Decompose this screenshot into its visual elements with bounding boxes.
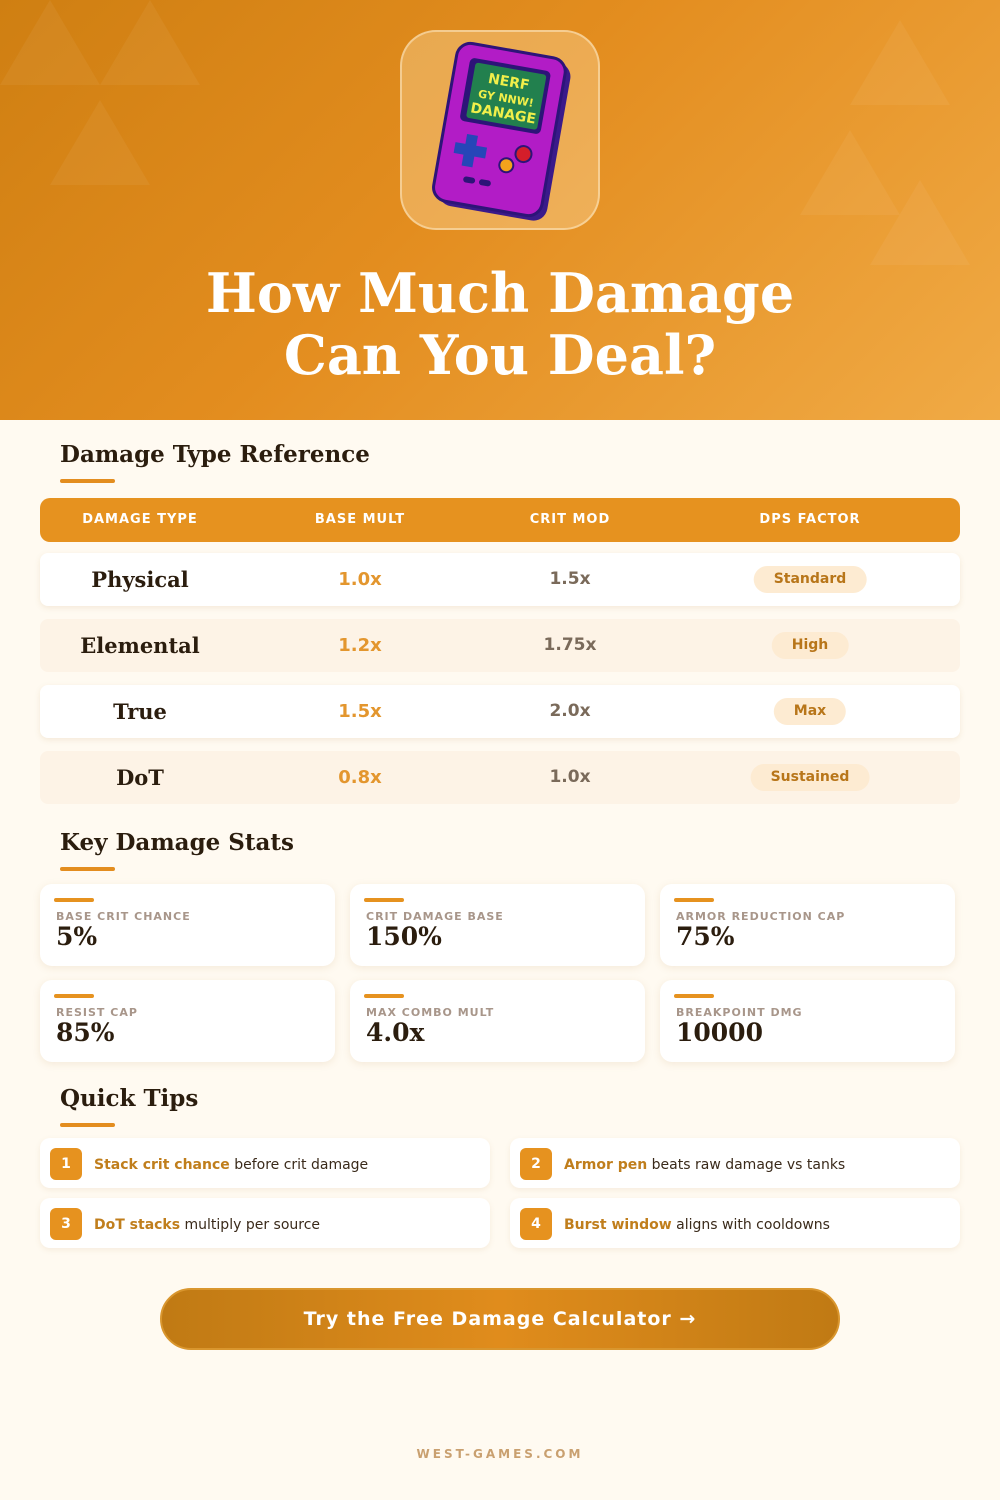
stat-label: BASE CRIT CHANCE — [56, 910, 191, 923]
crit-mod: 2.0x — [549, 701, 591, 721]
stat-label: ARMOR REDUCTION CAP — [676, 910, 846, 923]
hero-banner: NERF GY NNW! DANAGE How Much Damage Can … — [0, 0, 1000, 420]
tip-text: Burst window aligns with cooldowns — [564, 1198, 830, 1252]
column-header: BASE MULT — [314, 512, 406, 527]
page-title: How Much Damage Can You Deal? — [205, 261, 795, 387]
tip-item: 3 DoT stacks multiply per source — [40, 1198, 490, 1248]
footer-site[interactable]: WEST-GAMES.COM — [416, 1447, 584, 1461]
tip-number: 3 — [50, 1208, 82, 1240]
crit-mod: 1.5x — [549, 569, 591, 589]
stat-value: 10000 — [676, 1018, 763, 1047]
column-header: CRIT MOD — [529, 512, 611, 527]
tip-number: 1 — [50, 1148, 82, 1180]
dps-factor-badge: Max — [773, 698, 847, 725]
base-mult: 1.0x — [338, 569, 382, 590]
accent-bar — [54, 994, 94, 998]
accent-bar — [54, 898, 94, 902]
accent-bar — [364, 898, 404, 902]
tip-highlight: Burst window — [564, 1217, 672, 1233]
tip-item: 2 Armor pen beats raw damage vs tanks — [510, 1138, 960, 1188]
decor-triangle — [850, 20, 950, 105]
table-row: True 1.5x 2.0x Max — [40, 685, 960, 738]
table-row: Physical 1.0x 1.5x Standard — [40, 553, 960, 606]
tip-text: Armor pen beats raw damage vs tanks — [564, 1138, 845, 1192]
decor-triangle — [50, 100, 150, 185]
section-heading-damage-types: Damage Type Reference — [60, 441, 370, 483]
crit-mod: 1.0x — [549, 767, 591, 787]
section-heading-stats: Key Damage Stats — [60, 829, 295, 871]
stat-card: BREAKPOINT DMG 10000 — [660, 980, 955, 1062]
tip-highlight: Stack crit chance — [94, 1157, 230, 1173]
stat-card: MAX COMBO MULT 4.0x — [350, 980, 645, 1062]
table-row: Elemental 1.2x 1.75x High — [40, 619, 960, 672]
damage-type: DoT — [116, 765, 164, 790]
logo-tile: NERF GY NNW! DANAGE — [400, 30, 600, 230]
section-heading-tips: Quick Tips — [60, 1085, 199, 1127]
decor-triangle — [100, 0, 200, 85]
accent-bar — [674, 898, 714, 902]
svg-text:NERF: NERF — [487, 71, 531, 94]
crit-mod: 1.75x — [543, 635, 597, 655]
tip-item: 4 Burst window aligns with cooldowns — [510, 1198, 960, 1248]
tip-rest: multiply per source — [180, 1217, 321, 1233]
decor-triangle — [0, 0, 100, 85]
stat-value: 4.0x — [366, 1018, 425, 1047]
base-mult: 1.5x — [338, 701, 382, 722]
damage-type: Elemental — [80, 633, 200, 658]
accent-bar — [364, 994, 404, 998]
dps-factor-badge: High — [771, 632, 849, 659]
base-mult: 0.8x — [338, 767, 382, 788]
base-mult: 1.2x — [338, 635, 382, 656]
tip-rest: aligns with cooldowns — [671, 1217, 830, 1233]
tip-number: 2 — [520, 1148, 552, 1180]
stat-card: CRIT DAMAGE BASE 150% — [350, 884, 645, 966]
stat-label: BREAKPOINT DMG — [676, 1006, 803, 1019]
table-row: DoT 0.8x 1.0x Sustained — [40, 751, 960, 804]
column-header: DPS FACTOR — [759, 512, 861, 527]
damage-type: True — [113, 699, 167, 724]
stat-value: 150% — [366, 922, 442, 951]
dps-factor-badge: Sustained — [750, 764, 870, 791]
gameboy-icon: NERF GY NNW! DANAGE — [432, 41, 571, 221]
stat-card: BASE CRIT CHANCE 5% — [40, 884, 335, 966]
column-header: DAMAGE TYPE — [82, 512, 198, 527]
stat-card: RESIST CAP 85% — [40, 980, 335, 1062]
stat-value: 85% — [56, 1018, 115, 1047]
decor-triangle — [800, 130, 900, 215]
damage-type: Physical — [91, 567, 189, 592]
tip-text: DoT stacks multiply per source — [94, 1198, 320, 1252]
accent-bar — [674, 994, 714, 998]
damage-calculator-button[interactable]: Try the Free Damage Calculator → — [160, 1288, 840, 1350]
tip-rest: before crit damage — [229, 1157, 369, 1173]
tip-highlight: Armor pen — [564, 1157, 648, 1173]
stat-label: CRIT DAMAGE BASE — [366, 910, 504, 923]
tip-number: 4 — [520, 1208, 552, 1240]
stat-value: 75% — [676, 922, 735, 951]
dps-factor-badge: Standard — [753, 566, 867, 593]
stat-value: 5% — [56, 922, 98, 951]
tip-item: 1 Stack crit chance before crit damage — [40, 1138, 490, 1188]
stat-label: MAX COMBO MULT — [366, 1006, 495, 1019]
tip-highlight: DoT stacks — [94, 1217, 181, 1233]
tip-text: Stack crit chance before crit damage — [94, 1138, 368, 1192]
decor-triangle — [870, 180, 970, 265]
stat-label: RESIST CAP — [56, 1006, 138, 1019]
table-header: DAMAGE TYPE BASE MULT CRIT MOD DPS FACTO… — [40, 498, 960, 542]
stat-card: ARMOR REDUCTION CAP 75% — [660, 884, 955, 966]
tip-rest: beats raw damage vs tanks — [647, 1157, 846, 1173]
